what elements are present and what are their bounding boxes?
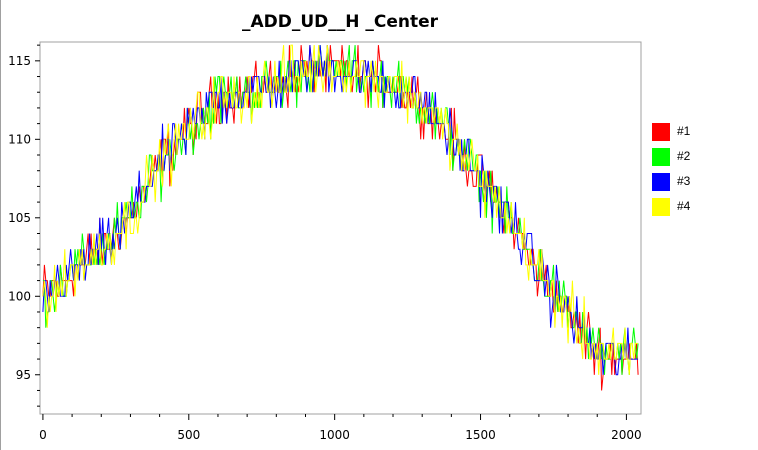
legend-label-2: #2 <box>677 149 691 163</box>
series-line-4 <box>42 44 639 375</box>
legend-label-4: #4 <box>677 199 691 213</box>
y-tick-label-105: 105 <box>8 211 31 225</box>
x-tick-label-1000: 1000 <box>319 428 350 442</box>
axis-layer: 95 100 105 110 115 0 500 1000 1500 2000 <box>8 44 642 442</box>
x-tick-label-2000: 2000 <box>611 428 642 442</box>
y-tick-label-115: 115 <box>8 54 31 68</box>
legend: #1 #2 #3 #4 <box>652 121 742 221</box>
y-tick-label-95: 95 <box>16 368 31 382</box>
x-tick-label-1500: 1500 <box>465 428 496 442</box>
y-tick-label-100: 100 <box>8 289 31 303</box>
legend-swatch-4 <box>652 198 670 216</box>
legend-swatch-1 <box>652 123 670 141</box>
plot-frame <box>39 41 642 415</box>
legend-swatch-3 <box>652 173 670 191</box>
series-layer <box>42 44 639 391</box>
legend-label-3: #3 <box>677 174 691 188</box>
window-left-border <box>0 0 1 450</box>
legend-item-1: #1 <box>652 121 742 146</box>
x-tick-label-500: 500 <box>177 428 200 442</box>
legend-item-3: #3 <box>652 171 742 196</box>
legend-item-2: #2 <box>652 146 742 171</box>
y-tick-label-110: 110 <box>8 132 31 146</box>
chart-title: _ADD_UD__H _Center <box>241 12 439 32</box>
x-tick-label-0: 0 <box>39 428 47 442</box>
legend-item-4: #4 <box>652 196 742 221</box>
legend-swatch-2 <box>652 148 670 166</box>
legend-label-1: #1 <box>677 124 691 138</box>
